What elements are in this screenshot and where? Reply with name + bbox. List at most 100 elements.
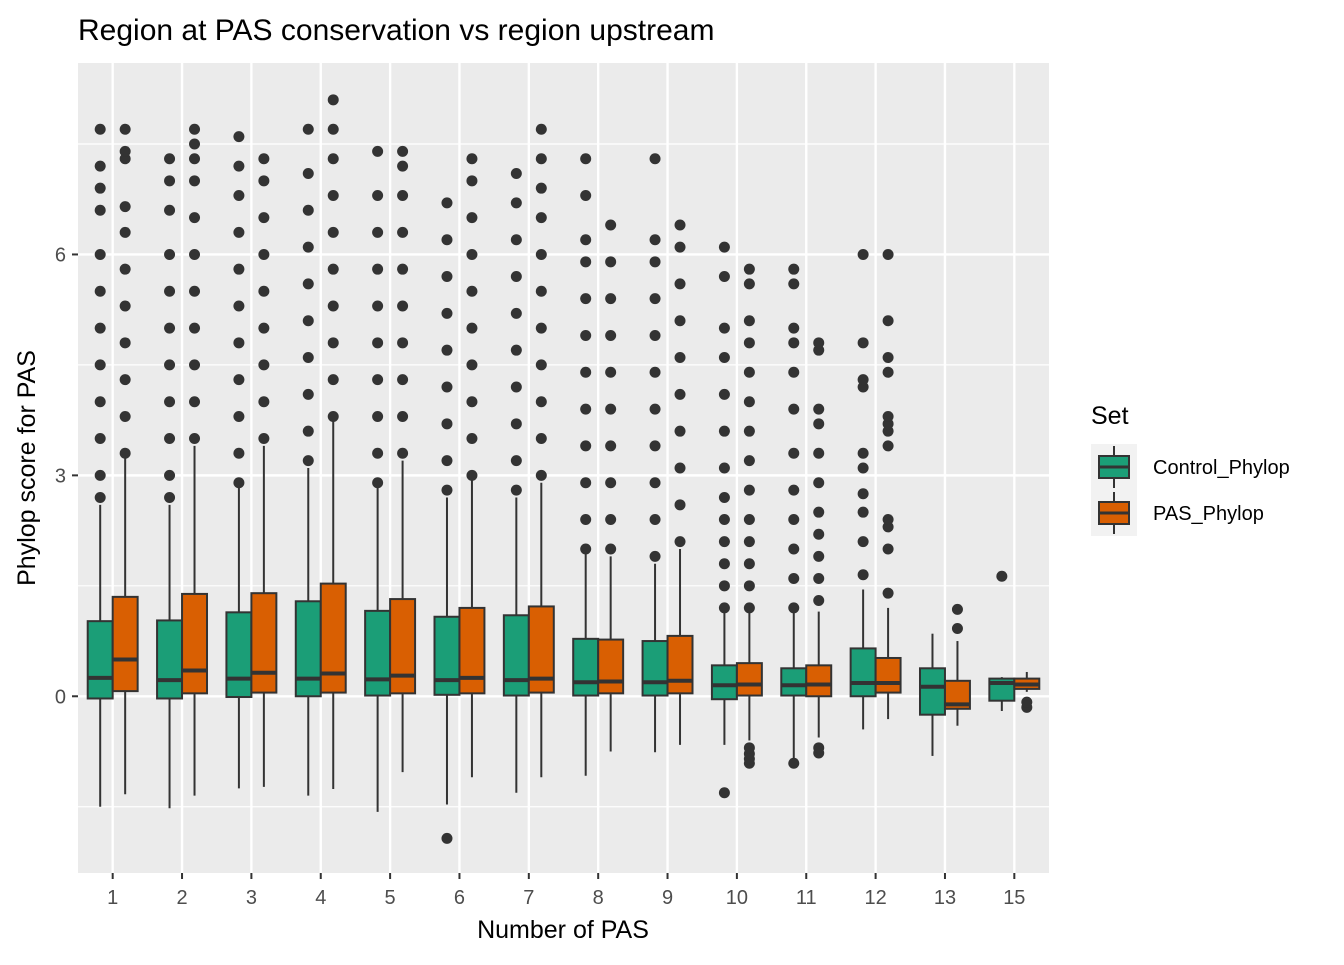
outlier-point [119,145,131,157]
box-body [364,609,392,697]
box-Control_Phylop-10 [710,241,738,799]
outlier-point [466,175,478,187]
x-tick-label: 8 [593,887,604,909]
y-tick-label: 6 [55,244,66,266]
outlier-point [397,145,409,157]
outlier-point [233,263,245,275]
outlier-point [882,587,894,599]
box-PAS_Phylop-12 [874,248,902,720]
outlier-point [302,278,314,290]
outlier-point [327,190,339,202]
major-gridlines [78,63,1049,873]
outlier-point [233,337,245,349]
outlier-point [649,234,661,246]
outlier-point [372,477,384,489]
outlier-point [510,271,522,283]
outlier-point [372,300,384,312]
outlier-point [718,352,730,364]
outlier-point [372,190,384,202]
chart-title: Region at PAS conservation vs region ups… [78,14,714,47]
outlier-point [743,366,755,378]
outlier-point [605,440,617,452]
box-body [502,614,530,697]
box-Control_Phylop-4 [294,123,322,796]
box-body [225,611,253,699]
outlier-point [649,256,661,268]
outlier-point [580,153,592,165]
x-tick-label: 15 [1003,887,1025,909]
outlier-point [882,315,894,327]
box-PAS_Phylop-8 [597,219,625,752]
outlier-point [94,285,106,297]
outlier-point [94,433,106,445]
box-PAS_Phylop-7 [527,123,555,778]
outlier-point [119,201,131,213]
outlier-point [510,344,522,356]
outlier-point [233,300,245,312]
outlier-point [718,491,730,503]
outlier-point [164,396,176,408]
outlier-point [372,447,384,459]
box-body [319,582,347,694]
outlier-point [327,153,339,165]
outlier-point [302,388,314,400]
outlier-point [605,543,617,555]
outlier-point [372,410,384,422]
outlier-point [580,440,592,452]
outlier-point [189,138,201,150]
outlier-point [372,337,384,349]
outlier-point [674,499,686,511]
outlier-point [674,462,686,474]
outlier-point [441,344,453,356]
x-tick-label: 5 [385,887,396,909]
outlier-point [857,488,869,500]
box-PAS_Phylop-5 [389,145,417,773]
outlier-point [718,558,730,570]
outlier-point [94,359,106,371]
outlier-point [674,388,686,400]
outlier-point [189,153,201,165]
box-body [572,637,600,697]
outlier-point [743,602,755,614]
outlier-point [813,528,825,540]
outlier-point [813,550,825,562]
outlier-point [302,123,314,135]
box-body [86,620,114,700]
outlier-point [327,263,339,275]
outlier-point [813,477,825,489]
box-Control_Phylop-11 [780,263,808,769]
outlier-point [535,123,547,135]
outlier-point [233,410,245,422]
outlier-point [743,337,755,349]
outlier-point [649,514,661,526]
outlier-point [674,278,686,290]
x-tick-label: 12 [864,887,886,909]
x-tick-label: 1 [107,887,118,909]
outlier-point [466,285,478,297]
outlier-point [94,469,106,481]
outlier-point [813,595,825,607]
outlier-point [441,307,453,319]
outlier-point [580,477,592,489]
outlier-point [788,447,800,459]
outlier-point [327,300,339,312]
outlier-point [605,329,617,341]
outlier-point [302,241,314,253]
outlier-point [233,447,245,459]
legend-label: PAS_Phylop [1153,503,1264,525]
outlier-point [535,285,547,297]
box-PAS_Phylop-2 [181,123,209,796]
outlier-point [605,219,617,231]
outlier-point [674,241,686,253]
box-marks [86,94,1041,844]
outlier-point [718,425,730,437]
box-body [641,640,669,697]
box-body [666,634,694,695]
outlier-point [743,425,755,437]
outlier-point [882,543,894,555]
box-PAS_Phylop-1 [111,123,139,795]
outlier-point [233,226,245,238]
outlier-point [258,248,270,260]
box-body [780,667,808,697]
outlier-point [580,366,592,378]
